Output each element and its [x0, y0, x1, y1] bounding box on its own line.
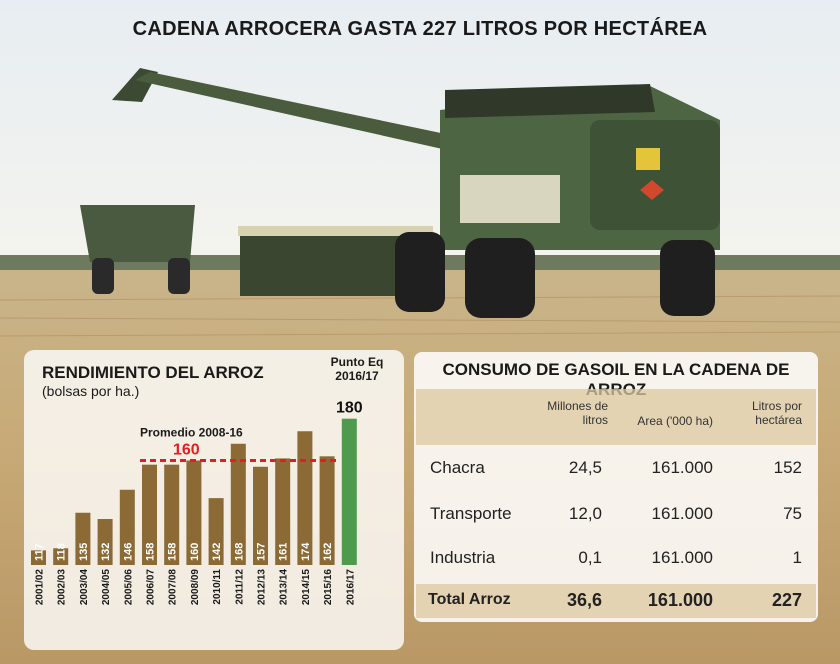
average-value-label: 160	[173, 442, 200, 459]
table-header: Millones de litros Area ('000 ha) Litros…	[416, 389, 816, 445]
table-row-total: Total Arroz 36,6 161.000 227	[416, 584, 816, 618]
bar	[208, 498, 224, 565]
bar	[97, 519, 113, 565]
x-tick-label: 2008/09	[190, 569, 201, 606]
bar-value-label: 135	[78, 543, 90, 561]
x-tick-label: 2012/13	[257, 569, 268, 606]
x-tick-label: 2001/02	[35, 569, 46, 606]
bar	[230, 443, 246, 565]
x-tick-label: 2002/03	[57, 569, 68, 606]
combine-harvester	[112, 68, 720, 318]
x-tick-label: 2011/12	[234, 569, 245, 605]
bar-value-label: 132	[100, 543, 112, 561]
chart-title: RENDIMIENTO DEL ARROZ	[42, 363, 264, 382]
x-tick-label: 2003/04	[79, 569, 90, 606]
bar	[275, 458, 291, 565]
highlight-value-label: 180	[336, 400, 363, 417]
row-litros: 75	[783, 504, 802, 523]
row-label: Industria	[430, 548, 496, 567]
average-label: Promedio 2008-16	[140, 426, 243, 440]
row-area: 161.000	[651, 504, 713, 523]
header-litros: Litros por hectárea	[751, 399, 802, 427]
bar-value-label: 118	[56, 543, 68, 561]
bar	[253, 466, 268, 565]
bar-value-label: 158	[145, 543, 157, 561]
bar	[31, 550, 46, 565]
total-label: Total Arroz	[428, 591, 511, 608]
bar-value-label: 160	[189, 543, 201, 561]
bar	[53, 548, 69, 565]
page-title: CADENA ARROCERA GASTA 227 LITROS POR HEC…	[132, 18, 708, 40]
x-tick-label: 2005/06	[123, 569, 134, 606]
x-tick-label: 2004/05	[101, 569, 112, 606]
bar-value-label: 146	[122, 543, 134, 561]
bar	[75, 512, 91, 565]
table-row-chacra: Chacra 24,5 161.000 152	[416, 450, 816, 486]
row-litros: 1	[792, 548, 802, 567]
row-label: Transporte	[430, 504, 512, 523]
total-millones: 36,6	[566, 590, 602, 610]
row-area: 161.000	[651, 548, 713, 567]
x-tick-label: 2016/17	[345, 569, 356, 606]
row-area: 161.000	[651, 458, 713, 477]
row-millones: 0,1	[578, 548, 602, 567]
row-millones: 24,5	[568, 458, 602, 477]
bar	[186, 460, 202, 565]
chart-subtitle: (bolsas por ha.)	[42, 383, 140, 399]
bar-value-label: 168	[233, 543, 245, 561]
highlight-label: Punto Eq 2016/17	[330, 355, 384, 383]
row-millones: 12,0	[568, 504, 602, 523]
x-tick-label: 2013/14	[279, 569, 290, 606]
bar	[119, 489, 135, 565]
bar-value-label: 158	[167, 543, 179, 561]
total-area: 161.000	[647, 590, 713, 610]
header-millones: Millones de litros	[547, 399, 608, 427]
bar	[164, 464, 180, 565]
table-row-transporte: Transporte 12,0 161.000 75	[416, 496, 816, 532]
bar-value-label: 161	[278, 543, 290, 561]
bar	[142, 464, 157, 565]
bar-value-label: 162	[322, 543, 334, 561]
bar	[341, 418, 357, 565]
header-area: Area ('000 ha)	[637, 414, 713, 428]
table-row-industria: Industria 0,1 161.000 1	[416, 540, 816, 576]
bar-value-label: 174	[300, 542, 312, 561]
grain-cart	[80, 205, 195, 294]
bar	[297, 431, 313, 565]
x-tick-label: 2015/16	[323, 569, 334, 606]
x-tick-label: 2007/08	[168, 569, 179, 606]
total-litros: 227	[771, 590, 802, 610]
row-litros: 152	[773, 458, 802, 477]
x-tick-label: 2014/15	[301, 569, 312, 606]
x-tick-label: 2010/11	[212, 569, 223, 605]
bar	[319, 456, 335, 565]
x-tick-label: 2006/07	[146, 569, 157, 606]
row-label: Chacra	[430, 458, 485, 477]
bar-value-label: 157	[256, 543, 268, 561]
bar-value-label: 117	[34, 543, 46, 561]
bar-value-label: 142	[211, 543, 223, 561]
